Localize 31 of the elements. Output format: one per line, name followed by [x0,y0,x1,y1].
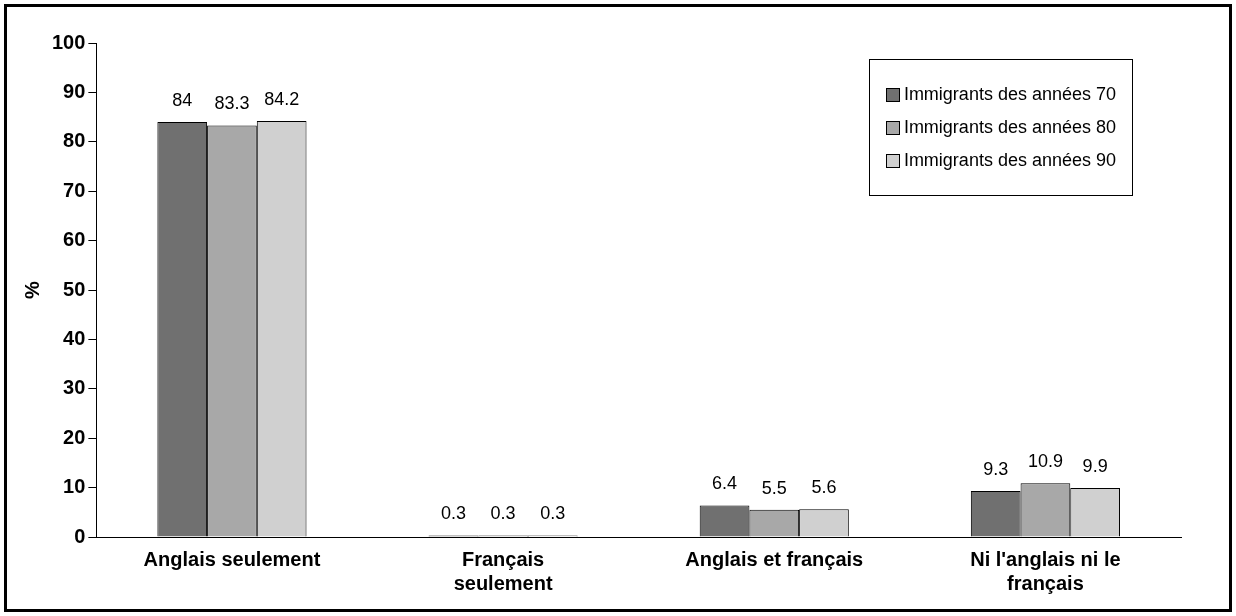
data-label: 5.5 [761,477,787,498]
x-tick-label: Ni l'anglais ni le français [970,547,1121,594]
y-tick-label: 30 [63,376,86,399]
x-tick-label: Anglais seulement [143,547,321,570]
y-tick-label: 70 [63,178,86,201]
legend-label: Immigrants des années 90 [903,150,1116,171]
x-tick-label: Français seulement [453,547,553,594]
y-tick-label: 20 [63,425,86,448]
data-label: 84 [172,90,193,111]
y-tick-label: 90 [63,79,86,102]
legend-label: Immigrants des années 80 [903,117,1116,138]
y-tick-label: 40 [63,326,86,349]
y-tick-label: 80 [63,129,86,152]
data-label: 9.3 [983,459,1009,480]
y-axis-title: % [20,280,43,299]
legend-label: Immigrants des années 70 [903,84,1116,105]
data-label: 6.4 [712,473,738,494]
data-label: 84.2 [264,89,300,110]
y-tick-label: 50 [63,277,86,300]
data-label: 0.3 [440,503,466,524]
y-tick-label: 100 [51,30,86,53]
y-tick-label: 60 [63,228,86,251]
y-tick-label: 10 [63,475,86,498]
data-label: 9.9 [1082,456,1108,477]
data-label: 83.3 [214,93,250,114]
data-label: 0.3 [540,503,566,524]
data-label: 5.6 [811,477,837,498]
data-label: 10.9 [1027,451,1063,472]
x-tick-label: Anglais et français [685,547,864,570]
data-label: 0.3 [490,503,516,524]
y-tick-label: 0 [74,524,86,547]
